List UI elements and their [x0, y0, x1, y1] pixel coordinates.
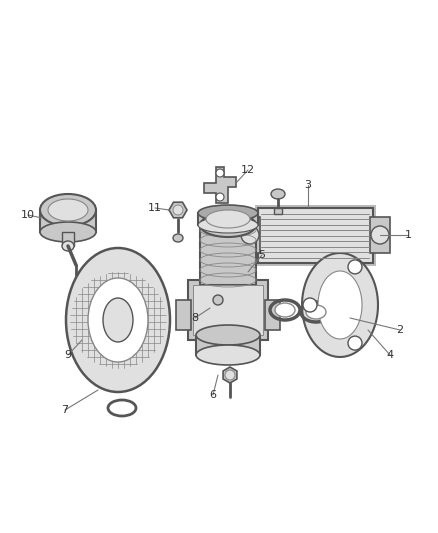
- Ellipse shape: [88, 278, 148, 362]
- Polygon shape: [169, 202, 187, 218]
- Bar: [62, 232, 74, 246]
- Ellipse shape: [198, 205, 258, 221]
- Ellipse shape: [271, 189, 285, 199]
- Ellipse shape: [225, 370, 235, 380]
- Text: 10: 10: [21, 210, 35, 220]
- Ellipse shape: [303, 298, 317, 312]
- Text: 9: 9: [64, 350, 71, 360]
- Ellipse shape: [206, 210, 250, 228]
- Polygon shape: [318, 271, 362, 339]
- Ellipse shape: [198, 217, 258, 233]
- Bar: [255, 205, 376, 266]
- Text: 2: 2: [396, 325, 403, 335]
- Ellipse shape: [275, 303, 295, 317]
- Ellipse shape: [371, 226, 389, 244]
- Ellipse shape: [196, 325, 260, 345]
- Ellipse shape: [216, 193, 224, 201]
- Ellipse shape: [48, 199, 88, 221]
- Bar: [176, 300, 191, 330]
- Bar: [40, 210, 96, 232]
- Ellipse shape: [40, 194, 96, 226]
- Ellipse shape: [173, 205, 183, 215]
- Ellipse shape: [213, 295, 223, 305]
- Ellipse shape: [241, 226, 259, 244]
- Polygon shape: [223, 367, 237, 383]
- Text: 6: 6: [209, 390, 216, 400]
- Ellipse shape: [40, 222, 96, 242]
- Ellipse shape: [216, 169, 224, 177]
- Ellipse shape: [348, 260, 362, 274]
- Text: 12: 12: [241, 165, 255, 175]
- Polygon shape: [204, 167, 236, 203]
- Bar: [274, 208, 282, 214]
- Text: 4: 4: [386, 350, 394, 360]
- Bar: [193, 285, 263, 335]
- Bar: [258, 208, 373, 263]
- Text: 11: 11: [148, 203, 162, 213]
- Text: 3: 3: [304, 180, 311, 190]
- Bar: [198, 213, 258, 225]
- Text: 1: 1: [405, 230, 411, 240]
- Ellipse shape: [200, 213, 256, 237]
- Bar: [196, 335, 260, 355]
- Text: 7: 7: [61, 405, 69, 415]
- Ellipse shape: [66, 248, 170, 392]
- Ellipse shape: [173, 234, 183, 242]
- Bar: [200, 225, 256, 285]
- Text: 8: 8: [191, 313, 198, 323]
- Bar: [188, 280, 268, 340]
- Bar: [370, 217, 390, 253]
- Bar: [240, 217, 260, 253]
- Ellipse shape: [196, 345, 260, 365]
- Ellipse shape: [62, 241, 74, 251]
- Ellipse shape: [103, 298, 133, 342]
- Bar: [265, 300, 280, 330]
- Ellipse shape: [348, 336, 362, 350]
- Polygon shape: [302, 253, 378, 357]
- Ellipse shape: [306, 305, 326, 319]
- Text: 5: 5: [258, 250, 265, 260]
